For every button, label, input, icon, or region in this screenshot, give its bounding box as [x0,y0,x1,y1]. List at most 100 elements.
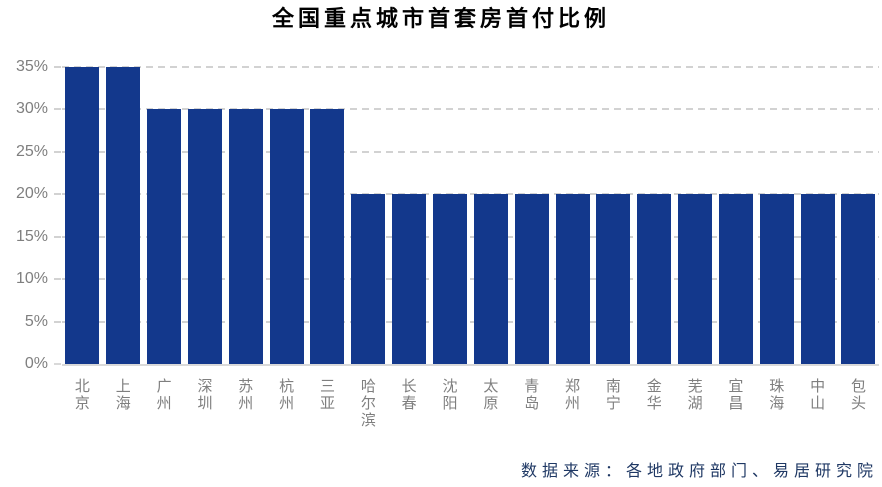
y-tick-25 [54,150,61,153]
bar-slot-广州 [144,67,185,364]
x-tick-label-哈尔滨: 哈尔滨 [360,378,376,429]
data-source: 数据来源：各地政府部门、易居研究院 [520,463,878,480]
bar-slot-哈尔滨 [348,67,389,364]
y-tick-5 [54,320,61,323]
x-label-slot: 北京 [62,378,103,429]
x-tick-label-珠海: 珠海 [769,378,785,412]
x-label-slot: 杭州 [266,378,307,429]
bar-slot-芜湖 [675,67,716,364]
x-tick-label-芜湖: 芜湖 [687,378,703,412]
bar-包头 [841,194,876,364]
bar-slot-长春 [389,67,430,364]
bar-太原 [473,194,508,364]
x-tick-label-中山: 中山 [810,378,826,412]
x-label-slot: 三亚 [307,378,348,429]
x-tick-label-苏州: 苏州 [238,378,254,412]
bar-上海 [106,67,141,364]
x-label-slot: 苏州 [225,378,266,429]
y-tick-label: 5% [24,312,48,330]
plot-area [54,66,879,366]
bar-珠海 [759,194,794,364]
y-tick-10 [54,278,61,281]
y-tick-label: 0% [24,355,48,372]
bar-长春 [392,194,427,364]
x-label-slot: 南宁 [593,378,634,429]
y-tick-label: 20% [15,185,48,203]
bar-杭州 [269,109,304,364]
bar-slot-珠海 [756,67,797,364]
y-tick-label: 15% [15,227,48,245]
bar-沈阳 [433,194,468,364]
y-tick-label: 10% [15,270,48,288]
x-label-slot: 包头 [838,378,879,429]
x-tick-label-深圳: 深圳 [197,378,213,412]
x-tick-label-沈阳: 沈阳 [442,378,458,412]
bar-slot-苏州 [225,67,266,364]
bar-slot-宜昌 [716,67,757,364]
gridline-15 [62,235,879,238]
x-tick-label-北京: 北京 [74,378,90,412]
bar-广州 [147,109,182,364]
y-axis-labels: 35% 30% 25% 20% 15% 10% 5% 0% [0,58,52,372]
bar-slot-沈阳 [430,67,471,364]
x-label-slot: 青岛 [511,378,552,429]
bar-slot-三亚 [307,67,348,364]
gridline-35 [62,66,879,68]
y-tick-label: 35% [15,58,48,75]
bar-slot-青岛 [511,67,552,364]
bar-芜湖 [678,194,713,364]
x-tick-label-长春: 长春 [401,378,417,412]
x-tick-label-杭州: 杭州 [279,378,295,412]
bar-青岛 [514,194,549,364]
gridline-10 [62,278,879,281]
bar-slot-南宁 [593,67,634,364]
chart-title: 全国重点城市首套房首付比例 [271,6,610,32]
y-tick-30 [54,108,61,111]
x-label-slot: 金华 [634,378,675,429]
bar-slot-杭州 [266,67,307,364]
bar-slot-北京 [62,67,103,364]
x-tick-label-包头: 包头 [850,378,866,412]
bar-slot-中山 [797,67,838,364]
gridline-5 [62,320,879,323]
bar-slot-包头 [838,67,879,364]
x-label-slot: 广州 [144,378,185,429]
y-tick-0 [54,363,61,365]
x-tick-label-南宁: 南宁 [605,378,621,412]
x-axis-labels: 北京 上海 广州 深圳 苏州 杭州 三亚 哈尔滨 长春 沈阳 太原 青岛 郑州 南宁 金华 芜湖 宜昌 珠海 中山包… [62,378,879,429]
x-label-slot: 珠海 [756,378,797,429]
gridline-30 [62,108,879,111]
x-label-slot: 中山 [797,378,838,429]
x-label-slot: 长春 [389,378,430,429]
bar-slot-金华 [634,67,675,364]
bars [62,67,879,364]
bar-苏州 [228,109,263,364]
bar-三亚 [310,109,345,364]
bar-slot-太原 [470,67,511,364]
x-label-slot: 郑州 [552,378,593,429]
x-label-slot: 哈尔滨 [348,378,389,429]
x-tick-label-郑州: 郑州 [565,378,581,412]
y-tick-label: 25% [15,142,48,160]
bar-slot-深圳 [185,67,226,364]
bar-哈尔滨 [351,194,386,364]
gridline-25 [62,150,879,153]
x-label-slot: 太原 [470,378,511,429]
bar-宜昌 [718,194,753,364]
x-tick-label-青岛: 青岛 [524,378,540,412]
x-label-slot: 深圳 [185,378,226,429]
y-tick-15 [54,235,61,238]
x-tick-label-宜昌: 宜昌 [728,378,744,412]
bar-南宁 [596,194,631,364]
bar-深圳 [187,109,222,364]
bar-中山 [800,194,835,364]
bar-slot-上海 [103,67,144,364]
bar-slot-郑州 [552,67,593,364]
bar-北京 [65,67,100,364]
bar-郑州 [555,194,590,364]
x-tick-label-金华: 金华 [646,378,662,412]
x-tick-label-三亚: 三亚 [319,378,335,412]
y-tick-label: 30% [15,100,48,118]
y-tick-20 [54,193,61,196]
